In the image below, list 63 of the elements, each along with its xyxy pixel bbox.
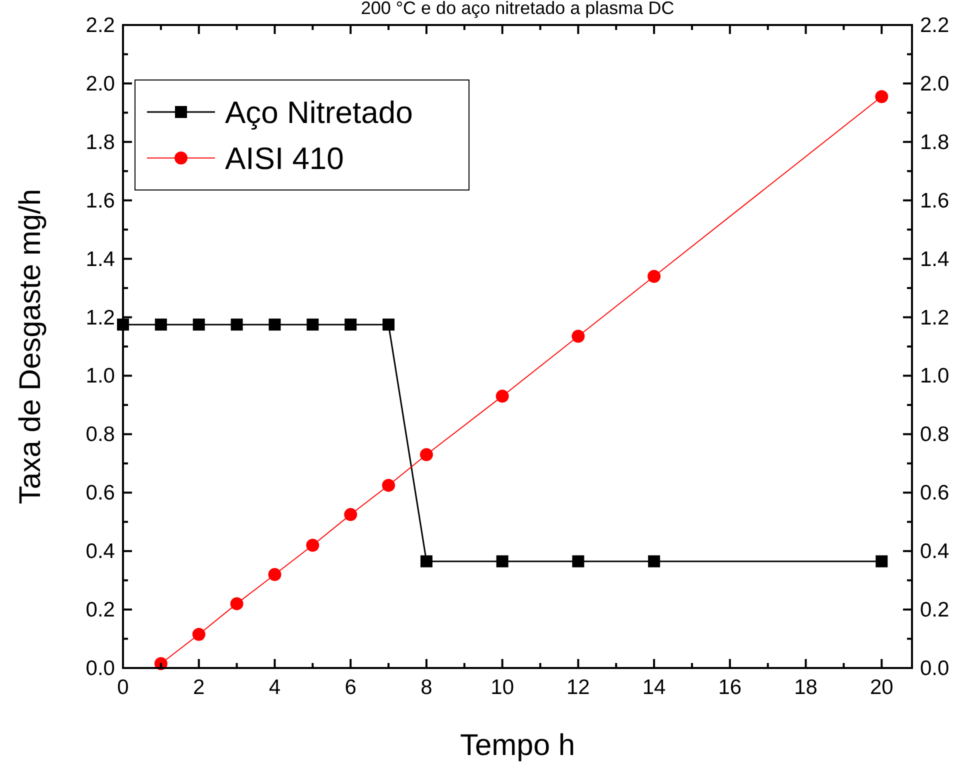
y2-tick-label: 0.2 (920, 598, 950, 622)
y2-tick-label: 0.8 (920, 423, 950, 446)
point (496, 555, 508, 568)
point (230, 597, 244, 610)
chart-title: 200 °C e do aço nitretado a plasma DC (360, 0, 674, 18)
y2-tick-label: 2.2 (920, 14, 950, 37)
point (496, 390, 509, 403)
point (268, 318, 281, 331)
y-tick-label: 0.2 (86, 598, 115, 622)
y-tick-label: 1.0 (86, 364, 115, 388)
y2-tick-label: 1.8 (920, 130, 950, 154)
point (268, 568, 282, 581)
point (192, 318, 205, 331)
point (344, 508, 358, 522)
y2-tick-label: 1.0 (920, 364, 950, 388)
point (306, 538, 320, 552)
y-tick-label: 1.4 (86, 248, 116, 271)
x-tick-label: 20 (870, 676, 894, 699)
point (420, 555, 432, 568)
y2-tick-label: 2.0 (920, 72, 950, 96)
legend-label: AISI 410 (225, 141, 344, 176)
y-tick-label: 1.8 (86, 130, 115, 154)
x-tick-label: 12 (566, 676, 590, 699)
x-tick-label: 2 (193, 676, 205, 699)
x-tick-label: 0 (117, 676, 129, 699)
x-tick-label: 16 (718, 676, 742, 699)
point (572, 330, 585, 343)
point (344, 318, 357, 331)
y2-tick-label: 0.0 (920, 657, 950, 680)
y-tick-label: 1.2 (86, 306, 115, 330)
y-axis-title: Taxa de Desgaste mg/h (14, 188, 47, 504)
point (230, 318, 243, 331)
x-tick-label: 10 (490, 676, 514, 699)
x-axis-title: Tempo h (460, 729, 576, 762)
point (572, 555, 584, 568)
y2-tick-label: 0.4 (920, 540, 950, 564)
y-tick-label: 1.6 (86, 189, 115, 212)
x-tick-label: 18 (794, 676, 818, 699)
legend-label: Aço Nitretado (225, 95, 413, 130)
y2-tick-label: 1.2 (920, 306, 950, 330)
point (876, 555, 888, 568)
x-tick-label: 4 (268, 676, 281, 699)
y2-tick-label: 1.4 (920, 248, 950, 271)
point (875, 90, 888, 104)
y-tick-label: 0.8 (86, 423, 115, 446)
y-tick-label: 2.0 (86, 72, 115, 96)
point (420, 448, 433, 462)
y2-tick-label: 0.6 (920, 482, 950, 505)
y-tick-label: 0.6 (86, 482, 115, 505)
y2-tick-label: 1.6 (920, 189, 950, 212)
point (306, 318, 319, 331)
x-tick-label: 6 (344, 676, 356, 699)
y-tick-label: 2.2 (86, 14, 115, 37)
point (648, 270, 661, 283)
x-tick-label: 8 (420, 676, 432, 699)
point (154, 318, 167, 331)
point (648, 555, 660, 568)
y-tick-label: 0.4 (86, 540, 116, 564)
point (382, 318, 395, 331)
x-tick-label: 14 (642, 676, 666, 699)
point (382, 478, 396, 492)
y-tick-label: 0.0 (86, 657, 115, 680)
point (192, 628, 206, 641)
